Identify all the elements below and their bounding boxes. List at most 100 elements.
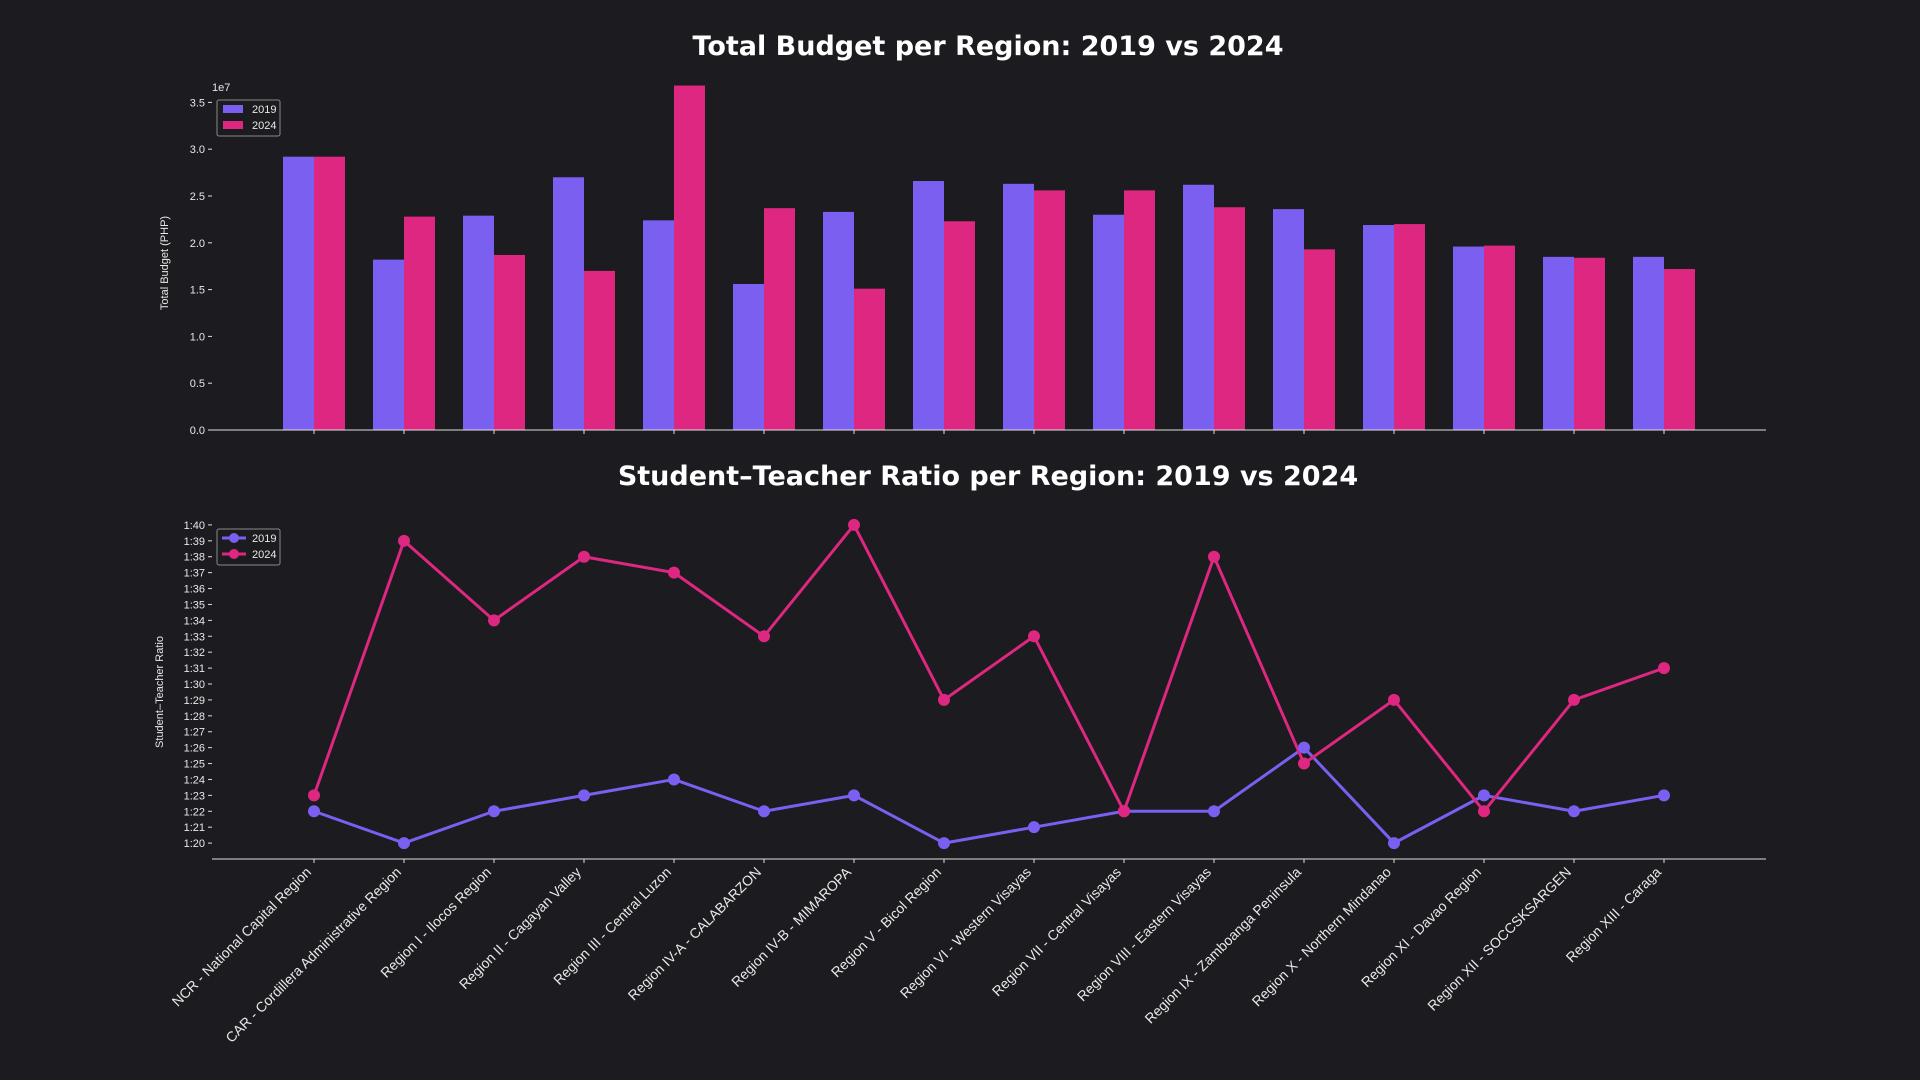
ratio-line-chart: Student–Teacher Ratio per Region: 2019 v… [154, 461, 1766, 863]
budget-bar-2024 [404, 216, 435, 430]
budget-y-tick-label: 0.0 [190, 425, 205, 437]
ratio-point-2024 [308, 789, 320, 802]
ratio-point-2019 [1208, 805, 1220, 818]
ratio-y-tick-label: 1:40 [184, 520, 205, 532]
budget-bar-2019 [1363, 225, 1394, 430]
ratio-y-tick-label: 1:20 [184, 838, 205, 850]
budget-bar-2024 [1484, 245, 1515, 430]
ratio-y-ticks: 1:20 1:21 1:22 1:23 1:24 1:25 1:26 1:27 1:28 1:29… [184, 520, 212, 850]
ratio-y-tick-label: 1:35 [184, 599, 205, 611]
budget-bar-2019 [1453, 246, 1484, 430]
budget-legend-swatch-2024 [223, 121, 243, 129]
ratio-y-tick-label: 1:34 [184, 615, 205, 627]
ratio-point-2024 [668, 566, 680, 579]
ratio-y-tick-label: 1:39 [184, 536, 205, 548]
budget-bar-2024 [854, 288, 885, 430]
ratio-y-tick-label: 1:38 [184, 552, 205, 564]
region-category-label: Region XIII - Caraga [1563, 864, 1665, 966]
ratio-legend: 2019 2024 [216, 528, 281, 566]
ratio-chart-title: Student–Teacher Ratio per Region: 2019 v… [618, 461, 1358, 492]
budget-bar-2019 [553, 177, 584, 430]
ratio-y-tick-label: 1:23 [184, 790, 205, 802]
ratio-y-tick-label: 1:27 [184, 727, 205, 739]
ratio-legend-marker-2024 [229, 549, 239, 559]
ratio-point-2019 [578, 789, 590, 802]
ratio-y-tick-label: 1:26 [184, 743, 205, 755]
budget-bar-2024 [1124, 190, 1155, 430]
ratio-series [308, 518, 1670, 850]
budget-bars [283, 85, 1695, 431]
budget-bar-2019 [283, 156, 314, 431]
ratio-y-tick-label: 1:22 [184, 806, 205, 818]
ratio-point-2024 [1568, 693, 1580, 706]
budget-bar-2019 [1543, 256, 1574, 430]
ratio-y-tick-label: 1:25 [184, 759, 205, 771]
budget-bar-2019 [643, 220, 674, 430]
budget-bar-2019 [463, 215, 494, 430]
ratio-point-2019 [938, 837, 950, 850]
budget-y-tick-label: 2.5 [190, 191, 205, 203]
ratio-point-2019 [1388, 837, 1400, 850]
ratio-point-2019 [1028, 821, 1040, 834]
ratio-point-2019 [758, 805, 770, 818]
budget-y-tick-label: 3.5 [190, 97, 205, 109]
budget-y-tick-label: 2.0 [190, 238, 205, 250]
budget-y-tick-label: 3.0 [190, 144, 205, 156]
budget-bar-2024 [314, 156, 345, 431]
budget-bar-chart: Total Budget per Region: 2019 vs 2024 1e… [159, 31, 1766, 437]
budget-bar-2019 [1003, 183, 1034, 430]
ratio-y-tick-label: 1:33 [184, 631, 205, 643]
budget-chart-title: Total Budget per Region: 2019 vs 2024 [692, 31, 1283, 62]
budget-bar-2019 [1273, 209, 1304, 430]
ratio-y-tick-label: 1:29 [184, 695, 205, 707]
ratio-point-2019 [1568, 805, 1580, 818]
budget-bar-2024 [1034, 190, 1065, 430]
region-category-label: CAR - Cordillera Administrative Region [222, 864, 404, 1046]
ratio-legend-label-2024: 2024 [252, 549, 276, 561]
ratio-point-2024 [938, 693, 950, 706]
ratio-legend-marker-2019 [229, 533, 239, 543]
ratio-point-2024 [1478, 805, 1490, 818]
ratio-point-2019 [1658, 789, 1670, 802]
region-category-label: Region XII - SOCCSKSARGEN [1424, 864, 1574, 1014]
ratio-point-2024 [1208, 550, 1220, 563]
budget-bar-2024 [1574, 257, 1605, 430]
ratio-point-2024 [1028, 630, 1040, 643]
budget-y-tick-label: 0.5 [190, 378, 205, 390]
ratio-point-2019 [1478, 789, 1490, 802]
budget-bar-2019 [823, 211, 854, 430]
budget-bar-2019 [1183, 184, 1214, 430]
ratio-point-2024 [578, 550, 590, 563]
region-category-label: Region IX - Zamboanga Peninsula [1141, 864, 1304, 1027]
ratio-point-2024 [758, 630, 770, 643]
budget-offset-text: 1e7 [212, 82, 230, 94]
budget-legend-label-2019: 2019 [252, 104, 276, 116]
budget-bar-2019 [733, 283, 764, 430]
ratio-x-ticks [313, 859, 1665, 863]
ratio-point-2019 [308, 805, 320, 818]
budget-legend: 2019 2024 [216, 99, 281, 137]
budget-legend-swatch-2019 [223, 105, 243, 113]
ratio-point-2024 [1658, 662, 1670, 675]
ratio-point-2019 [398, 837, 410, 850]
ratio-point-2024 [488, 614, 500, 627]
budget-bar-2019 [1093, 214, 1124, 430]
ratio-y-tick-label: 1:32 [184, 647, 205, 659]
ratio-y-tick-label: 1:36 [184, 584, 205, 596]
ratio-point-2024 [398, 534, 410, 547]
budget-bar-2024 [584, 270, 615, 430]
budget-bar-2024 [764, 208, 795, 430]
budget-bar-2024 [1214, 207, 1245, 430]
budget-bar-2024 [1304, 249, 1335, 430]
ratio-line-2019 [313, 746, 1665, 845]
budget-bar-2024 [944, 221, 975, 430]
ratio-y-tick-label: 1:21 [184, 822, 205, 834]
budget-bar-2024 [1664, 269, 1695, 430]
ratio-point-2024 [848, 518, 860, 531]
budget-bar-2019 [1633, 256, 1664, 430]
budget-legend-label-2024: 2024 [252, 120, 276, 132]
budget-y-ticks: 0.0 0.5 1.0 1.5 2.0 2.5 3.0 3.5 [190, 97, 212, 437]
ratio-point-2019 [848, 789, 860, 802]
